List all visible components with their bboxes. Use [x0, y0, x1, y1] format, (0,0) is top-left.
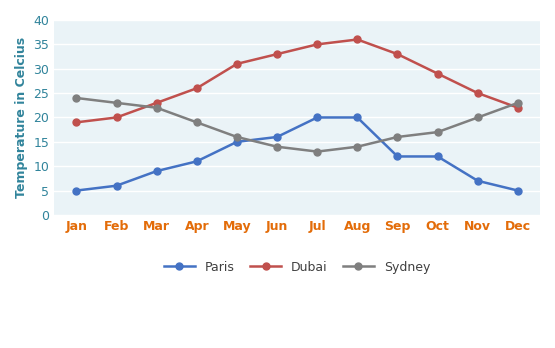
Dubai — [194, 86, 200, 90]
Sydney — [73, 96, 80, 100]
Paris — [314, 116, 321, 120]
Sydney — [113, 101, 120, 105]
Paris — [274, 135, 280, 139]
Sydney — [274, 145, 280, 149]
Sydney — [514, 101, 521, 105]
Line: Paris: Paris — [73, 114, 521, 194]
Dubai — [475, 91, 481, 95]
Sydney — [194, 120, 200, 125]
Paris — [73, 189, 80, 193]
Dubai — [153, 101, 160, 105]
Dubai — [113, 116, 120, 120]
Paris — [514, 189, 521, 193]
Paris — [394, 155, 401, 159]
Sydney — [234, 135, 240, 139]
Paris — [194, 159, 200, 164]
Dubai — [394, 52, 401, 56]
Y-axis label: Temperature in Celcius: Temperature in Celcius — [15, 37, 28, 198]
Sydney — [394, 135, 401, 139]
Paris — [354, 116, 361, 120]
Line: Dubai: Dubai — [73, 36, 521, 126]
Dubai — [274, 52, 280, 56]
Dubai — [73, 120, 80, 125]
Sydney — [435, 130, 441, 134]
Dubai — [234, 62, 240, 66]
Paris — [234, 140, 240, 144]
Dubai — [435, 72, 441, 76]
Paris — [435, 155, 441, 159]
Dubai — [354, 37, 361, 41]
Sydney — [475, 116, 481, 120]
Dubai — [314, 42, 321, 46]
Paris — [113, 184, 120, 188]
Sydney — [314, 150, 321, 154]
Legend: Paris, Dubai, Sydney: Paris, Dubai, Sydney — [159, 256, 436, 279]
Sydney — [153, 106, 160, 110]
Sydney — [354, 145, 361, 149]
Paris — [475, 179, 481, 183]
Dubai — [514, 106, 521, 110]
Line: Sydney: Sydney — [73, 95, 521, 155]
Paris — [153, 169, 160, 173]
